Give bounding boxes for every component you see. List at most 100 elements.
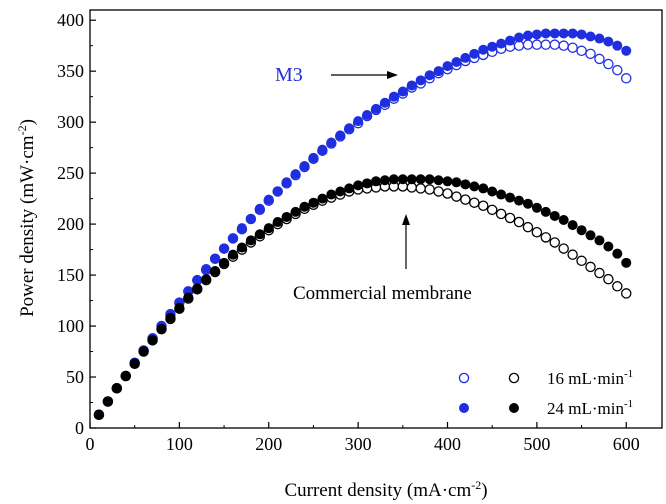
data-point [379, 97, 390, 108]
data-point [477, 200, 489, 211]
data-point [228, 233, 238, 244]
data-point [353, 180, 364, 191]
y-tick-label: 250 [57, 163, 84, 183]
data-point [460, 194, 471, 205]
series-m3-16 [93, 39, 632, 420]
data-point [433, 66, 444, 77]
data-point [362, 110, 373, 121]
x-tick-label: 200 [255, 434, 282, 454]
data-point [612, 40, 623, 51]
data-point [576, 29, 587, 40]
data-point [522, 221, 534, 233]
data-point [442, 176, 453, 187]
series-commercial-24 [93, 174, 632, 420]
data-point [299, 201, 310, 212]
data-point [308, 197, 319, 208]
data-point [388, 91, 399, 102]
data-point [505, 192, 516, 203]
y-axis-label: Power density (mW·cm-2) [15, 119, 38, 317]
data-point [344, 123, 355, 134]
data-point [594, 267, 605, 279]
data-point [558, 243, 569, 254]
data-point [129, 358, 140, 369]
data-point [469, 48, 480, 59]
data-point [567, 42, 578, 53]
data-point [612, 64, 623, 76]
data-point [603, 241, 614, 252]
data-point [290, 169, 301, 180]
data-point [496, 38, 507, 49]
data-point [219, 243, 230, 254]
annotation-m3: M3 [275, 64, 303, 86]
data-point [621, 45, 632, 56]
data-point [460, 179, 471, 190]
data-point [317, 193, 328, 204]
data-point [549, 237, 561, 248]
data-point [585, 48, 596, 60]
data-point [531, 202, 542, 213]
data-point [505, 35, 516, 46]
data-point [263, 223, 274, 234]
data-point [478, 44, 489, 55]
data-point [603, 273, 614, 285]
data-point [424, 70, 435, 81]
data-point [451, 177, 462, 188]
data-point [299, 160, 310, 171]
data-point [228, 249, 238, 260]
data-point [433, 175, 444, 186]
data-point [210, 265, 221, 276]
data-point [442, 188, 453, 199]
x-tick-label: 300 [345, 434, 372, 454]
data-point [192, 283, 203, 294]
y-tick-label: 300 [57, 112, 84, 132]
data-point [549, 210, 560, 221]
data-point [201, 274, 212, 285]
data-point [406, 174, 417, 185]
data-point [415, 174, 426, 185]
data-point [147, 335, 158, 346]
data-point [281, 211, 292, 222]
data-point [487, 41, 498, 52]
legend-marker-m3-16 [458, 372, 470, 384]
legend-marker-m3-24 [459, 403, 469, 413]
data-point [549, 39, 561, 50]
data-point [174, 302, 185, 313]
data-point [504, 212, 516, 224]
data-point [433, 186, 444, 197]
y-tick-label: 350 [57, 61, 84, 81]
data-point [210, 253, 221, 264]
data-point [487, 186, 498, 197]
data-point [495, 208, 507, 220]
data-point [406, 80, 417, 91]
data-point [353, 116, 364, 127]
data-point [263, 194, 274, 205]
data-point [514, 195, 524, 206]
data-point [576, 255, 587, 267]
data-point [522, 198, 533, 209]
data-point [371, 176, 381, 187]
series-m3-24 [93, 28, 632, 420]
data-point [317, 144, 328, 155]
data-point [621, 73, 632, 84]
data-point [540, 28, 551, 39]
data-point [93, 409, 104, 420]
data-point [236, 223, 247, 234]
data-point [120, 371, 131, 382]
y-tick-label: 50 [66, 367, 84, 387]
data-point [576, 225, 587, 236]
data-point [594, 53, 605, 65]
data-point [531, 29, 542, 40]
data-point [290, 206, 301, 217]
data-point [585, 261, 596, 273]
data-point [415, 183, 426, 194]
data-point [362, 178, 373, 189]
data-point [326, 137, 337, 148]
data-point [138, 346, 149, 357]
data-point [478, 183, 489, 194]
data-point [326, 189, 337, 200]
data-point [424, 184, 435, 195]
data-point [111, 383, 122, 394]
x-axis-label: Current density (mA·cm-2) [284, 478, 487, 501]
data-point [540, 39, 552, 50]
